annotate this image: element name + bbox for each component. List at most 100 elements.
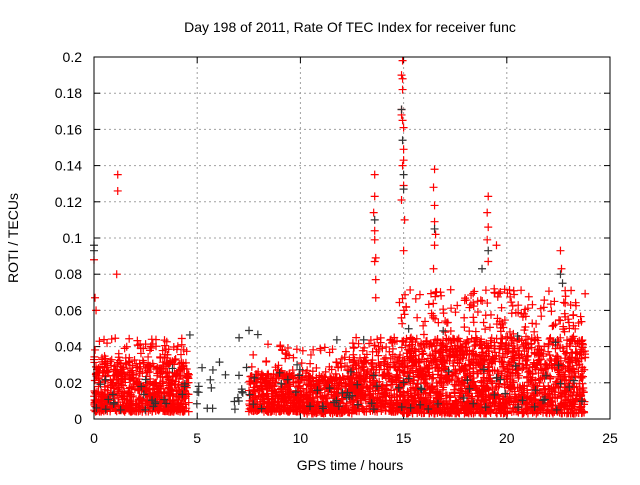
data-point	[273, 397, 282, 406]
data-point	[161, 345, 170, 354]
data-point	[343, 362, 352, 371]
data-point	[312, 363, 321, 372]
data-point	[261, 375, 270, 384]
data-point	[397, 71, 406, 80]
data-point	[114, 349, 123, 358]
data-point	[320, 343, 329, 352]
data-point	[296, 375, 305, 384]
data-point	[328, 377, 337, 386]
data-point	[285, 406, 294, 415]
data-point	[215, 358, 224, 367]
data-point	[133, 363, 142, 372]
data-point	[292, 345, 301, 354]
data-point	[230, 397, 239, 406]
data-point	[517, 286, 526, 295]
data-point	[483, 208, 492, 217]
data-point	[150, 381, 159, 390]
data-point	[415, 290, 424, 299]
data-point	[446, 285, 455, 294]
data-point	[342, 401, 351, 410]
data-point	[133, 341, 142, 350]
y-tick-label: 0.12	[55, 194, 82, 210]
data-point	[281, 390, 290, 399]
data-point	[298, 384, 307, 393]
data-point	[185, 330, 194, 339]
data-point	[373, 335, 382, 344]
data-point	[334, 380, 343, 389]
data-point	[314, 381, 323, 390]
data-point	[179, 378, 188, 387]
data-point	[143, 400, 152, 409]
data-point	[404, 324, 413, 333]
data-point	[245, 404, 254, 413]
data-point	[335, 379, 344, 388]
data-point	[174, 380, 183, 389]
data-point	[230, 405, 239, 414]
data-point	[172, 369, 181, 378]
data-point	[107, 355, 116, 364]
data-point	[157, 367, 166, 376]
data-point	[290, 399, 299, 408]
data-point	[245, 326, 254, 335]
data-point	[111, 334, 120, 343]
data-point	[114, 385, 123, 394]
data-point	[429, 299, 438, 308]
data-point	[242, 363, 251, 372]
data-point	[370, 235, 379, 244]
data-point	[302, 386, 311, 395]
data-point	[370, 257, 379, 266]
data-point	[184, 407, 193, 416]
data-point	[124, 358, 133, 367]
y-tick-label: 0.06	[55, 302, 82, 318]
data-point	[194, 382, 203, 391]
data-point	[277, 402, 286, 411]
data-point	[161, 369, 170, 378]
data-point	[547, 307, 556, 316]
data-point	[430, 217, 439, 226]
data-point	[532, 319, 541, 328]
data-point	[139, 344, 148, 353]
data-point	[378, 344, 387, 353]
data-point	[370, 170, 379, 179]
data-point	[481, 325, 490, 334]
data-point	[119, 381, 128, 390]
data-point	[288, 366, 297, 375]
data-point	[254, 375, 263, 384]
data-point	[430, 224, 439, 233]
data-point	[298, 346, 307, 355]
data-point	[144, 352, 153, 361]
data-point	[419, 349, 428, 358]
data-point	[370, 341, 379, 350]
data-point	[253, 330, 262, 339]
data-point	[132, 371, 141, 380]
data-point	[399, 185, 408, 194]
data-point	[451, 308, 460, 317]
data-point	[374, 351, 383, 360]
y-tick-label: 0.16	[55, 121, 82, 137]
data-point	[561, 286, 570, 295]
data-point	[469, 318, 478, 327]
data-points	[90, 56, 590, 418]
data-point	[484, 223, 493, 232]
data-point	[164, 375, 173, 384]
data-point	[276, 367, 285, 376]
data-point	[147, 335, 156, 344]
data-point	[235, 333, 244, 342]
data-point	[430, 201, 439, 210]
data-point	[270, 382, 279, 391]
data-point	[303, 397, 312, 406]
data-point	[429, 264, 438, 273]
data-point	[113, 186, 122, 195]
data-point	[234, 371, 243, 380]
data-point	[490, 288, 499, 297]
data-point	[471, 333, 480, 342]
data-point	[431, 230, 440, 239]
data-point	[485, 323, 494, 332]
data-point	[332, 407, 341, 416]
data-point	[370, 215, 379, 224]
data-point	[400, 215, 409, 224]
data-point	[308, 367, 317, 376]
data-point	[127, 368, 136, 377]
data-point	[309, 407, 318, 416]
data-point	[129, 397, 138, 406]
